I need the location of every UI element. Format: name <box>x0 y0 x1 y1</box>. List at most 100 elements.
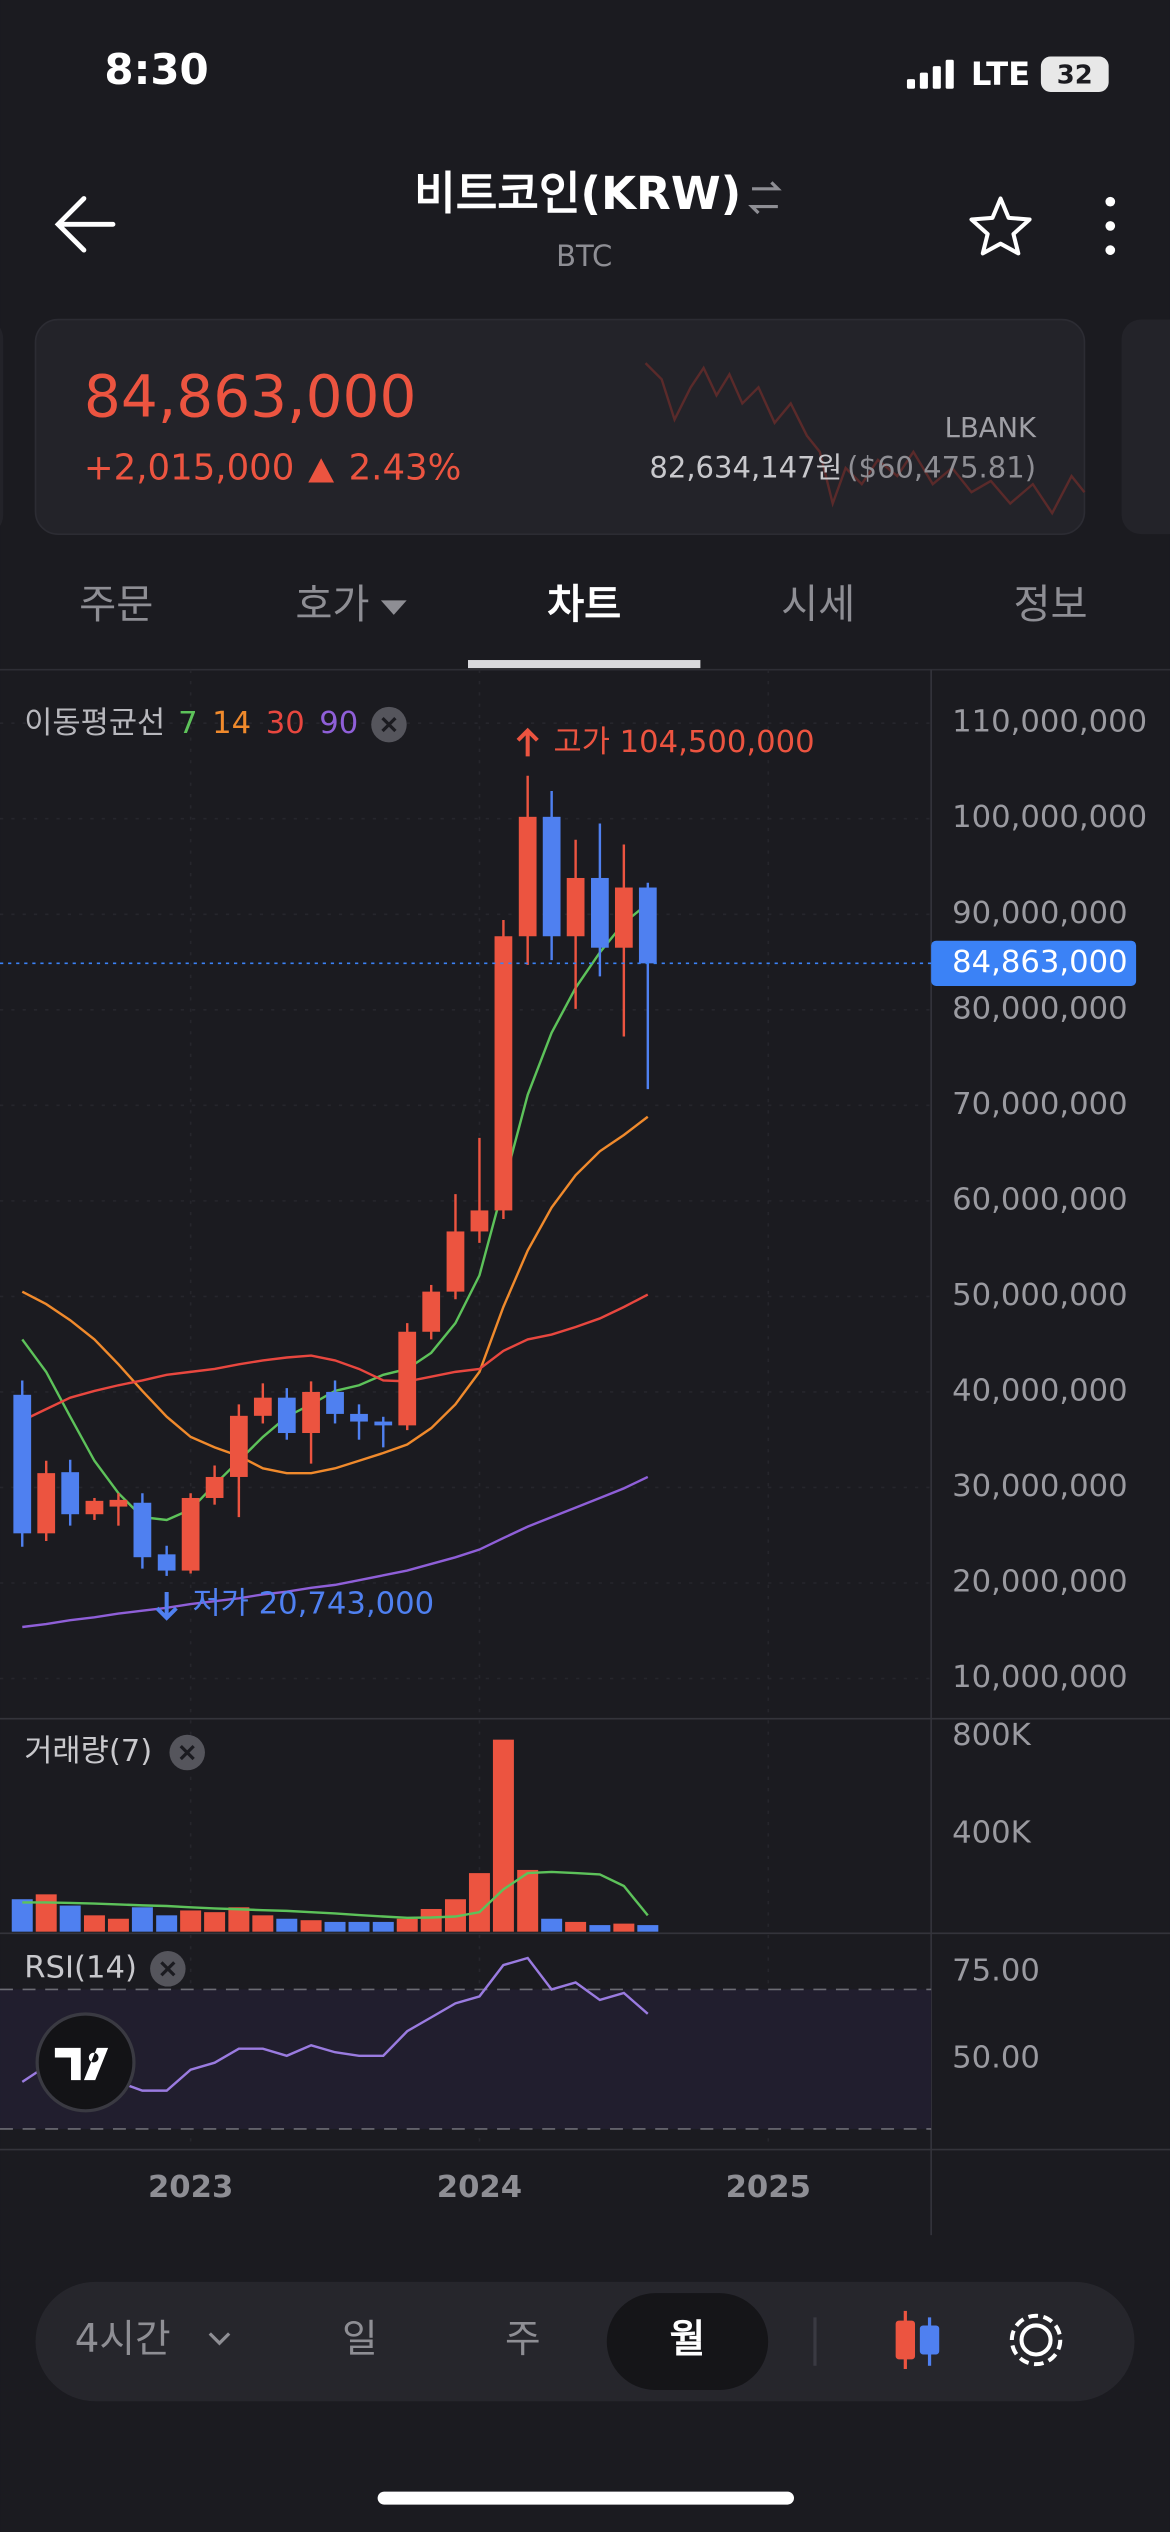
annotation: 고가 104,500,000 <box>553 725 814 760</box>
y-tick-label: 80,000,000 <box>952 991 1128 1026</box>
candle-body <box>326 1391 344 1414</box>
y-tick-label: 50.00 <box>952 2041 1040 2076</box>
candle-body <box>542 816 561 937</box>
candle-body <box>470 1210 489 1232</box>
candle-body <box>133 1502 152 1558</box>
candle-body <box>350 1413 368 1422</box>
volume-bar <box>59 1905 81 1932</box>
tradingview-mark <box>54 2047 109 2081</box>
prev-card <box>0 327 4 526</box>
candle-body <box>85 1500 104 1515</box>
volume-bar <box>324 1921 346 1932</box>
volume-bar <box>468 1873 490 1932</box>
candle-body <box>205 1476 224 1498</box>
x-tick-label: 2025 <box>726 2170 811 2205</box>
interval-option[interactable]: 4시간 <box>75 2317 171 2362</box>
candle-body <box>229 1415 248 1477</box>
price-card[interactable] <box>34 318 1086 535</box>
candle-body <box>277 1397 296 1434</box>
volume-bar <box>204 1912 226 1932</box>
toolbar <box>35 2281 1135 2402</box>
candle-body <box>494 936 513 1211</box>
moving-average-line <box>21 1293 649 1422</box>
candle-body <box>253 1397 272 1416</box>
chart-type-button[interactable] <box>895 2310 940 2370</box>
candle-body <box>109 1499 128 1507</box>
moving-average-line <box>21 1115 649 1475</box>
settings-button[interactable] <box>1009 2313 1063 2367</box>
price-change-pct: 2.43% <box>349 448 462 489</box>
candle-body <box>181 1497 200 1571</box>
panel-title: 거래량(7) <box>24 1734 152 1769</box>
y-tick-label: 30,000,000 <box>952 1469 1128 1504</box>
tab[interactable]: 정보 <box>1013 581 1087 628</box>
interval-selector: 4시간 일 주 월 <box>75 2293 769 2390</box>
y-tick-label: 100,000,000 <box>952 800 1147 835</box>
volume-bar <box>637 1925 659 1932</box>
exchange-price-usd: ($60,475.81) <box>847 451 1036 485</box>
interval-option[interactable]: 일 <box>342 2317 378 2362</box>
dropdown-arrow <box>380 600 407 615</box>
favorite-button[interactable] <box>969 196 1032 256</box>
current-price-tag <box>931 940 1137 986</box>
legend-item: 90 <box>319 706 358 741</box>
candle-body <box>13 1394 32 1534</box>
volume-bar <box>252 1915 274 1932</box>
volume-bar <box>565 1921 587 1932</box>
y-tick-label: 60,000,000 <box>952 1182 1128 1217</box>
y-tick-label: 40,000,000 <box>952 1373 1128 1408</box>
rsi-band <box>0 1989 932 2129</box>
volume-bar <box>83 1915 105 1932</box>
candle-body <box>422 1291 441 1332</box>
tradingview-logo[interactable] <box>35 2012 136 2113</box>
active-interval-pill <box>606 2293 769 2390</box>
interval-option[interactable]: 주 <box>505 2317 541 2362</box>
swap-icon[interactable] <box>748 181 782 215</box>
header-title: 비트코인(KRW) <box>414 167 741 220</box>
interval-option[interactable]: 월 <box>670 2317 706 2362</box>
tab[interactable]: 시세 <box>781 581 855 628</box>
volume-bar <box>156 1915 178 1932</box>
candle-body <box>374 1421 393 1426</box>
exchange-price-krw: 82,634,147원 <box>649 451 842 485</box>
candle-body <box>614 887 633 948</box>
tab[interactable]: 차트 <box>547 581 621 628</box>
tab-underline <box>468 660 701 669</box>
y-tick-label: 800K <box>952 1718 1032 1753</box>
tab[interactable]: 주문 <box>79 581 153 628</box>
current-price-label: 84,863,000 <box>952 945 1128 980</box>
dropdown-chevron <box>208 2332 231 2346</box>
candle-body <box>518 816 537 937</box>
candle-body <box>638 887 657 964</box>
x-tick-label: 2024 <box>437 2170 522 2205</box>
legend-title: 이동평균선 <box>24 706 165 741</box>
candle-body <box>591 877 609 948</box>
network-type: LTE <box>971 55 1030 93</box>
volume-bar <box>131 1907 153 1932</box>
y-tick-label: 400K <box>952 1816 1032 1851</box>
back-button[interactable] <box>54 196 116 253</box>
y-tick-label: 90,000,000 <box>952 896 1128 931</box>
volume-bar <box>300 1920 322 1932</box>
up-triangle <box>308 458 335 483</box>
volume-bar <box>396 1918 418 1932</box>
legend-item: 7 <box>178 706 198 741</box>
menu-button[interactable] <box>1105 196 1116 255</box>
tab[interactable]: 호가 <box>295 581 369 628</box>
volume-bar <box>228 1907 250 1932</box>
close-icon <box>381 716 397 733</box>
chart: 10,000,000 20,000,000 30,000,000 40,000,000… <box>0 669 1170 2236</box>
battery-level: 32 <box>1057 60 1093 90</box>
volume-bar <box>107 1918 129 1932</box>
y-tick-label: 10,000,000 <box>952 1660 1128 1695</box>
sparkline <box>644 362 1086 516</box>
battery-icon <box>1040 56 1109 92</box>
volume-bar <box>492 1739 514 1932</box>
y-tick-label: 20,000,000 <box>952 1565 1128 1600</box>
panel-title: RSI(14) <box>24 1950 137 1985</box>
volume-ma-line <box>22 1870 649 1920</box>
candle-body <box>398 1331 417 1426</box>
close-icon <box>179 1744 195 1761</box>
exchange-price: 82,634,147원 ($60,475.81) <box>649 451 1036 485</box>
